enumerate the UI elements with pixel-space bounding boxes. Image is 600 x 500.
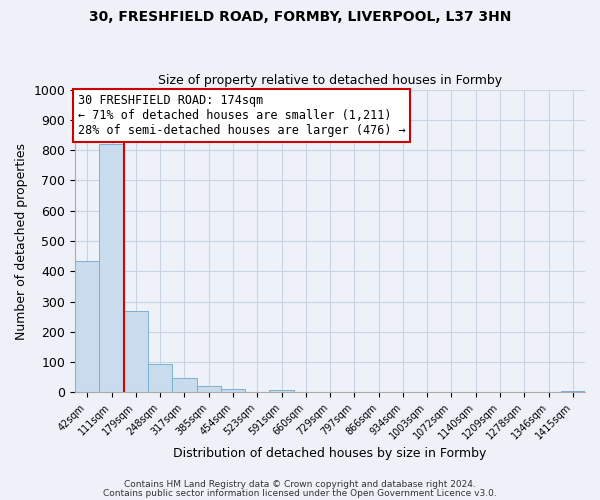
Y-axis label: Number of detached properties: Number of detached properties	[15, 142, 28, 340]
Bar	[172, 378, 197, 392]
Bar	[148, 364, 172, 392]
Text: 30, FRESHFIELD ROAD, FORMBY, LIVERPOOL, L37 3HN: 30, FRESHFIELD ROAD, FORMBY, LIVERPOOL, …	[89, 10, 511, 24]
Bar	[269, 390, 293, 392]
Bar	[561, 391, 585, 392]
Title: Size of property relative to detached houses in Formby: Size of property relative to detached ho…	[158, 74, 502, 87]
Text: 30 FRESHFIELD ROAD: 174sqm
← 71% of detached houses are smaller (1,211)
28% of s: 30 FRESHFIELD ROAD: 174sqm ← 71% of deta…	[78, 94, 406, 137]
Text: Contains HM Land Registry data © Crown copyright and database right 2024.: Contains HM Land Registry data © Crown c…	[124, 480, 476, 489]
Bar	[197, 386, 221, 392]
Bar	[124, 310, 148, 392]
Bar	[100, 144, 124, 392]
Bar	[221, 389, 245, 392]
Bar	[75, 260, 100, 392]
X-axis label: Distribution of detached houses by size in Formby: Distribution of detached houses by size …	[173, 447, 487, 460]
Text: Contains public sector information licensed under the Open Government Licence v3: Contains public sector information licen…	[103, 489, 497, 498]
